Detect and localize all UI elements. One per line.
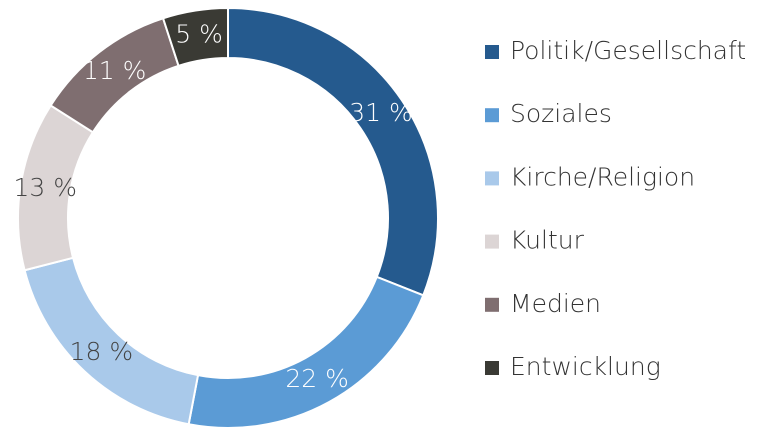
donut-slice bbox=[161, 6, 229, 68]
data-label: 31 % bbox=[349, 98, 413, 127]
legend-label: Entwicklung bbox=[510, 352, 661, 381]
legend-swatch bbox=[485, 171, 499, 186]
legend-swatch bbox=[485, 45, 499, 59]
data-label: 22 % bbox=[285, 364, 349, 393]
legend-swatch bbox=[485, 297, 499, 312]
data-label: 13 % bbox=[14, 173, 78, 202]
legend-swatch bbox=[485, 361, 499, 375]
data-label: 5 % bbox=[175, 19, 223, 48]
legend-label: Kirche/Religion bbox=[510, 162, 695, 191]
legend-label: Kultur bbox=[510, 226, 585, 255]
data-label: 11 % bbox=[83, 56, 147, 85]
legend-label: Politik/Gesellschaft bbox=[510, 36, 746, 65]
legend-swatch bbox=[485, 108, 499, 123]
donut-slice bbox=[227, 6, 439, 297]
data-label: 18 % bbox=[70, 337, 134, 366]
legend-label: Soziales bbox=[510, 99, 612, 128]
legend-swatch bbox=[485, 234, 499, 249]
legend-label: Medien bbox=[510, 289, 601, 318]
donut-slice bbox=[187, 275, 425, 429]
